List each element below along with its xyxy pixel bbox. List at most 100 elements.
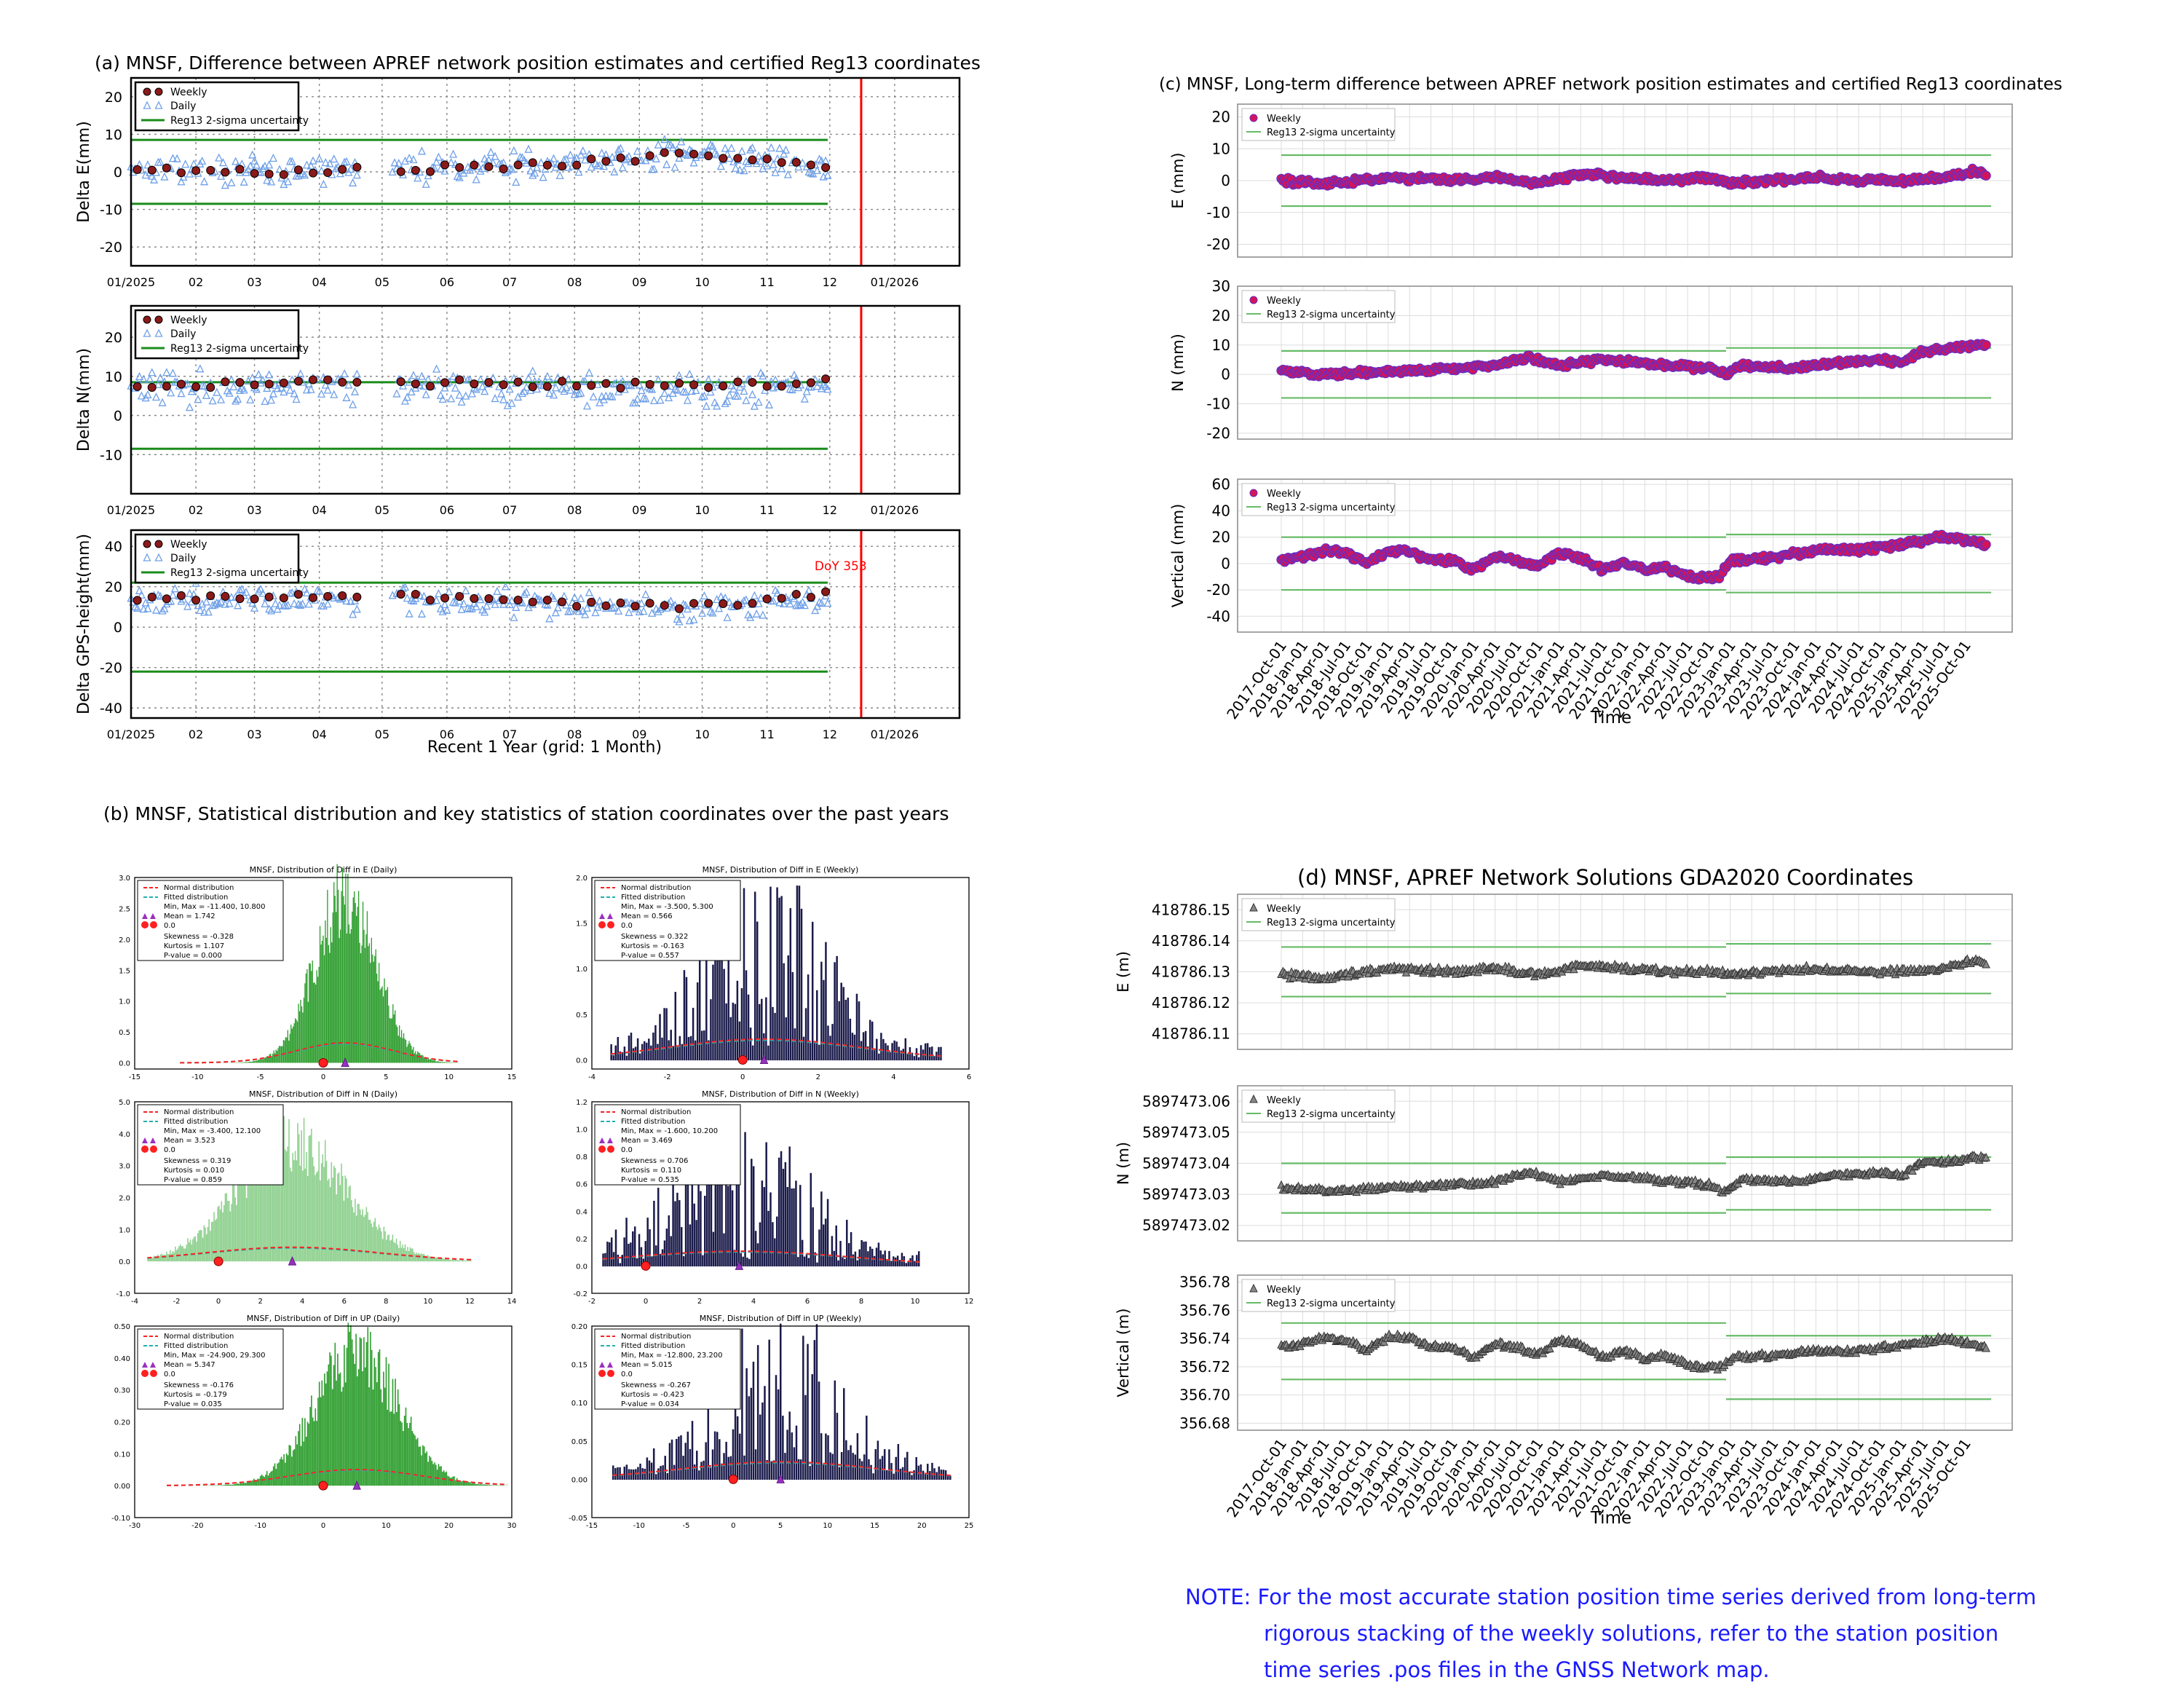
daily-point <box>331 156 337 162</box>
daily-point <box>266 371 272 378</box>
y-tick-label: 0.20 <box>114 1419 130 1427</box>
histogram-bar <box>850 1233 851 1266</box>
histogram-bar <box>325 1384 327 1486</box>
histogram-bar <box>467 1483 468 1486</box>
legend-daily-label: Daily <box>170 100 196 112</box>
histogram-bar <box>419 1254 421 1261</box>
histogram-bar <box>347 874 348 1063</box>
histogram-bar <box>642 1044 643 1060</box>
daily-point <box>510 147 517 154</box>
histogram-bar <box>633 1470 634 1480</box>
histogram-bar <box>224 1485 226 1486</box>
x-tick-label: 02 <box>189 727 203 741</box>
daily-point <box>718 163 724 170</box>
histogram-bar <box>454 1476 455 1486</box>
stat-mean: Mean = 3.523 <box>164 1137 215 1145</box>
x-tick-label: 02 <box>189 503 203 517</box>
y-tick-label: 418786.11 <box>1152 1025 1230 1043</box>
x-tick-label: 0 <box>321 1522 325 1530</box>
x-tick-label: -5 <box>257 1073 264 1081</box>
weekly-point <box>792 380 800 388</box>
histogram-bar <box>433 1060 434 1062</box>
histogram-bar <box>805 1009 806 1060</box>
histogram-bar <box>324 1373 325 1486</box>
histogram-bar <box>378 981 379 1062</box>
histogram-bar <box>414 1435 416 1486</box>
histogram-bar <box>870 1247 871 1266</box>
histogram-bar <box>358 891 359 1062</box>
histogram-bar <box>626 1218 627 1266</box>
histogram-bar <box>613 1056 614 1060</box>
weekly-point <box>265 170 273 178</box>
histogram-bar <box>762 1403 763 1480</box>
daily-point <box>584 403 590 409</box>
x-tick-label: 12 <box>823 727 837 741</box>
histogram-bar <box>916 1458 917 1480</box>
histogram-bar <box>403 1431 404 1486</box>
histogram-bar <box>299 1011 300 1063</box>
histogram-bar <box>399 1025 400 1062</box>
histogram-bar <box>375 1218 376 1262</box>
weekly-point <box>690 150 698 158</box>
histogram-bar <box>366 1207 368 1262</box>
weekly-point <box>748 156 756 164</box>
histogram-bar <box>907 1452 908 1479</box>
histogram-bar <box>234 1179 235 1262</box>
histogram-bar <box>660 1255 661 1266</box>
histogram-bar <box>240 1062 241 1063</box>
histogram-bar <box>692 1009 693 1060</box>
histogram-bar <box>331 1355 332 1486</box>
x-tick-label: 04 <box>312 275 326 289</box>
daily-point <box>410 372 416 379</box>
histogram-bar <box>181 1247 183 1262</box>
histogram-bar <box>337 1174 339 1261</box>
histogram-bar <box>301 1446 302 1486</box>
histogram-bar <box>689 1449 690 1479</box>
y-tick-label: 0.8 <box>576 1153 587 1162</box>
histogram-bar <box>810 1044 811 1060</box>
legend-weekly-label: Weekly <box>1267 296 1301 307</box>
x-tick-label: -30 <box>129 1522 141 1530</box>
legend-weekly-marker <box>143 88 151 95</box>
histogram-bar <box>277 1464 278 1486</box>
histogram-bar <box>878 1243 879 1266</box>
histogram-bar <box>840 1242 841 1266</box>
x-tick-label: 01/2026 <box>871 503 919 517</box>
histogram-bar <box>373 1358 375 1486</box>
histogram-bar <box>417 1254 419 1261</box>
y-tick-label: 1.0 <box>119 1226 130 1234</box>
x-tick-label: 10 <box>911 1298 920 1306</box>
y-tick-label: 40 <box>105 539 122 555</box>
x-tick-label: -10 <box>633 1522 645 1530</box>
histogram-bar <box>830 1453 831 1479</box>
histogram-bar <box>710 1468 711 1479</box>
legend-weekly-marker <box>1250 489 1257 497</box>
histogram-bar <box>314 1408 316 1486</box>
panel-b-histogram-6: MNSF, Distribution of Diff in UP (Weekly… <box>569 1314 973 1530</box>
y-tick-label: 0.5 <box>576 1011 587 1019</box>
histogram-bar <box>446 1260 447 1261</box>
daily-point <box>419 610 425 617</box>
daily-point <box>494 588 500 594</box>
histogram-bar <box>383 996 384 1062</box>
histogram-bar <box>435 1464 437 1486</box>
histogram-bar <box>152 1258 154 1262</box>
histogram-bar <box>859 1459 860 1480</box>
histogram-bar <box>781 896 782 1060</box>
histogram-bar <box>728 1186 729 1266</box>
histogram-bar <box>753 1167 754 1266</box>
x-tick-label: 2 <box>816 1073 820 1081</box>
histogram-bar <box>189 1242 190 1261</box>
histogram-bar <box>381 986 382 1062</box>
histogram-bar <box>255 1061 256 1063</box>
legend-zero-marker <box>150 1370 157 1377</box>
histogram-bar <box>427 1255 429 1261</box>
daily-point <box>492 395 499 401</box>
y-axis-label: E (mm) <box>1169 152 1187 208</box>
weekly-point <box>631 602 639 610</box>
histogram-bar <box>702 1031 703 1060</box>
panel-b-histogram-1: MNSF, Distribution of Diff in E (Daily)-… <box>119 864 516 1081</box>
histogram-bar <box>927 1464 928 1480</box>
